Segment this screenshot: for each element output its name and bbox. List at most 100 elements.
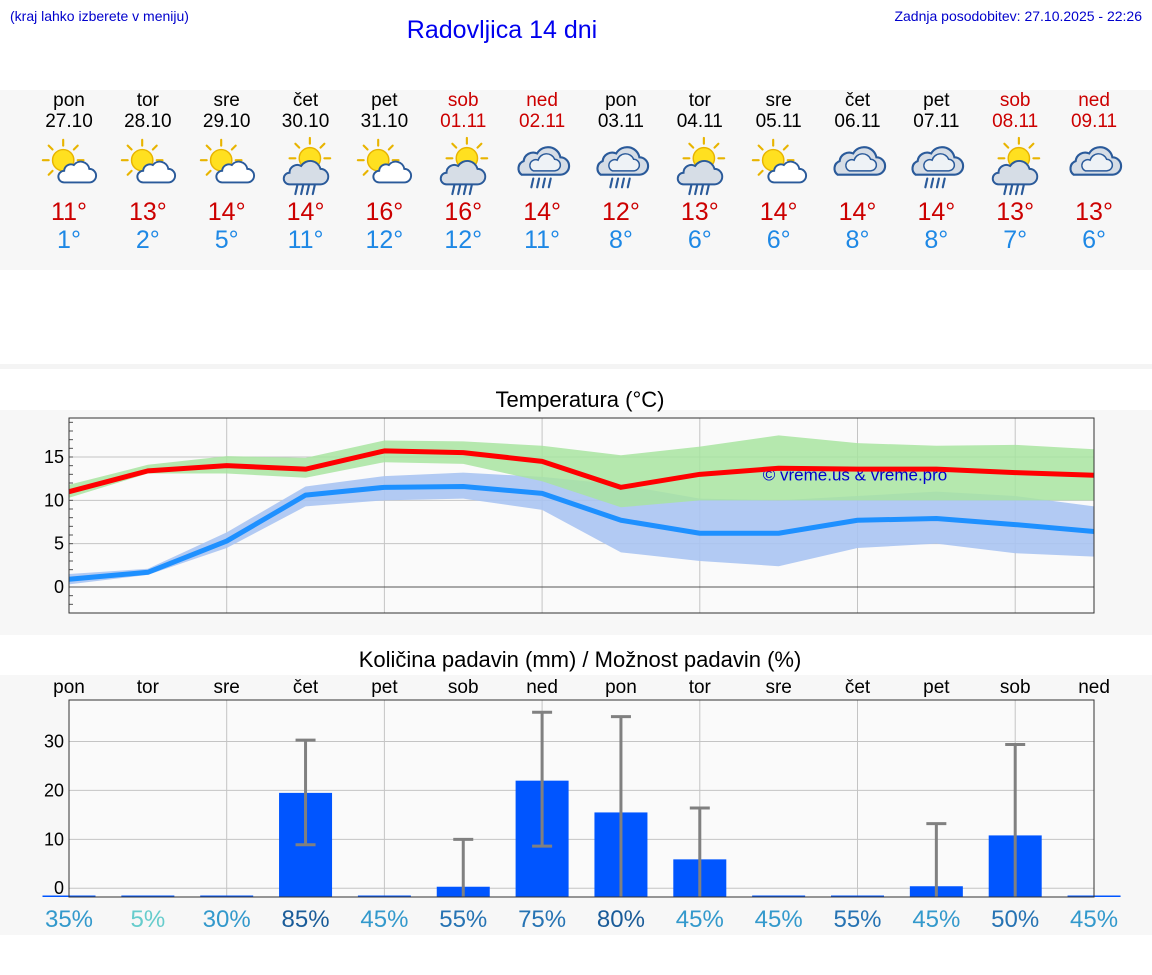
y-tick-label: 20	[44, 780, 64, 800]
forecast-day: pon 27.10 11° 1°	[30, 90, 109, 254]
precip-bar	[752, 895, 806, 897]
precip-probability-label: 45%	[360, 906, 408, 933]
precip-bar	[121, 895, 175, 897]
min-temperature: 12°	[444, 226, 483, 254]
day-name: sre	[765, 90, 792, 111]
day-name: pet	[923, 90, 950, 111]
plot-area	[69, 700, 1094, 897]
day-date: 05.11	[755, 111, 802, 132]
x-tick-label: sre	[213, 677, 239, 698]
forecast-day: sob 01.11 16° 12°	[424, 90, 503, 254]
max-temperature: 13°	[680, 198, 719, 226]
x-tick-label: sob	[1000, 677, 1031, 698]
y-tick-label: 30	[44, 732, 64, 752]
precip-probability-label: 5%	[131, 906, 166, 933]
x-tick-label: sob	[448, 677, 479, 698]
tmax-range-band	[69, 435, 1095, 508]
cloud-icon	[1055, 136, 1134, 196]
day-date: 02.11	[519, 111, 566, 132]
day-date: 29.10	[202, 111, 251, 132]
forecast-day: pon 03.11 12° 8°	[581, 90, 660, 254]
precip-probability-label: 45%	[912, 906, 960, 933]
precip-probability-label: 85%	[282, 906, 330, 933]
day-date: 09.11	[1070, 111, 1118, 132]
y-tick-label: 15	[44, 447, 64, 467]
daily-forecast-panel: pon 27.10 11° 1° tor 28.10 13° 2° sre 29.10 14°…	[0, 90, 1152, 270]
sun-cloud-icon	[345, 136, 424, 196]
y-tick-label: 10	[44, 490, 64, 510]
min-temperature: 8°	[845, 226, 870, 254]
max-temperature: 14°	[759, 198, 798, 226]
day-date: 31.10	[360, 111, 409, 132]
forecast-day: čet 06.11 14° 8°	[818, 90, 897, 254]
day-name: pet	[371, 90, 398, 111]
sun-cloud-rain-icon	[660, 136, 739, 196]
sun-cloud-rain-icon	[424, 136, 503, 196]
min-temperature: 11°	[287, 226, 324, 254]
last-update: Zadnja posodobitev: 27.10.2025 - 22:26	[894, 8, 1142, 24]
temperature-chart-title: Temperatura (°C)	[495, 387, 665, 412]
temperature-panel: Temperatura (°C) 0 5 10 15 © vreme.us & vrem…	[0, 387, 1152, 635]
precip-bar	[200, 895, 254, 897]
day-name: čet	[292, 90, 319, 111]
min-temperature: 6°	[766, 226, 791, 254]
day-date: 30.10	[281, 111, 330, 132]
max-temperature: 13°	[996, 198, 1035, 226]
x-tick-label: sre	[765, 677, 791, 698]
sun-cloud-icon	[739, 136, 818, 196]
x-tick-label: pon	[53, 677, 85, 698]
min-temperature: 6°	[687, 226, 712, 254]
day-name: pon	[53, 90, 85, 111]
x-tick-label: ned	[1078, 677, 1110, 698]
plot-frame	[68, 417, 1095, 614]
forecast-day: pet 31.10 16° 12°	[345, 90, 424, 254]
day-date: 03.11	[597, 111, 644, 132]
forecast-day: ned 09.11 13° 6°	[1055, 90, 1134, 254]
min-temperature: 7°	[1003, 226, 1028, 254]
y-tick-label: 5	[54, 534, 64, 554]
page-title: Radovljica 14 dni	[406, 16, 598, 44]
precipitation-chart-title: Količina padavin (mm) / Možnost padavin …	[358, 647, 802, 672]
x-tick-label: ned	[526, 677, 558, 698]
divider	[0, 364, 1152, 369]
max-temperature: 14°	[838, 198, 877, 226]
min-temperature: 8°	[924, 226, 949, 254]
day-name: ned	[526, 90, 558, 111]
sun-cloud-icon	[30, 136, 109, 196]
day-name: sob	[999, 90, 1031, 111]
day-name: sob	[447, 90, 479, 111]
precip-probability-label: 45%	[755, 906, 803, 933]
y-tick-label: 0	[54, 577, 64, 597]
sun-cloud-icon	[108, 136, 187, 196]
x-tick-label: pet	[371, 677, 398, 698]
precip-probability-label: 35%	[45, 906, 93, 933]
precip-probability-label: 50%	[991, 906, 1039, 933]
day-name: tor	[136, 90, 159, 111]
max-temperature: 13°	[1075, 198, 1113, 226]
cloud-icon	[818, 136, 897, 196]
day-name: sre	[213, 90, 240, 111]
max-temperature: 12°	[602, 198, 640, 226]
max-temperature: 16°	[444, 198, 483, 226]
day-date: 28.10	[124, 111, 172, 132]
forecast-day: sre 05.11 14° 6°	[739, 90, 818, 254]
day-date: 01.11	[440, 111, 487, 132]
tmax-series-line	[68, 448, 1095, 495]
forecast-day: ned 02.11 14° 11°	[503, 90, 582, 254]
day-name: pon	[605, 90, 637, 111]
forecast-day: sre 29.10 14° 5°	[187, 90, 266, 254]
sun-cloud-rain-icon	[976, 136, 1055, 196]
precip-probability-label: 55%	[833, 906, 881, 933]
x-tick-label: čet	[293, 677, 319, 698]
tmin-range-band	[69, 472, 1095, 585]
min-temperature: 11°	[524, 226, 561, 254]
tmin-series-line	[68, 483, 1095, 582]
day-name: ned	[1078, 90, 1110, 111]
forecast-day: sob 08.11 13° 7°	[976, 90, 1055, 254]
precip-bar	[357, 895, 411, 897]
min-temperature: 2°	[135, 226, 160, 254]
min-temperature: 1°	[57, 226, 81, 254]
max-temperature: 16°	[365, 198, 404, 226]
x-tick-label: tor	[137, 677, 160, 698]
